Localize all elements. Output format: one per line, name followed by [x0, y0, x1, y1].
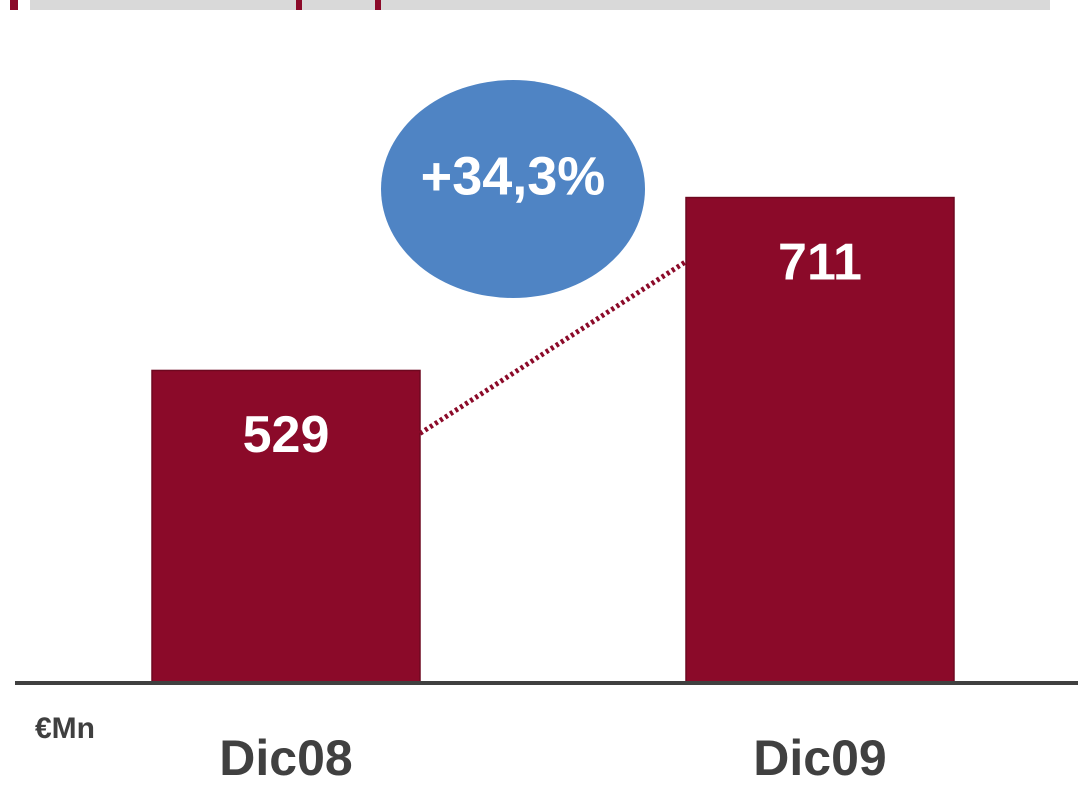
unit-label: €Mn: [35, 712, 95, 745]
header-mark: [296, 0, 302, 10]
growth-line: [418, 259, 688, 436]
bar: [685, 196, 955, 684]
header-strip: [30, 0, 1050, 10]
header-mark: [10, 0, 18, 10]
value-label: 711: [778, 233, 862, 291]
x-tick-label: Dic09: [753, 730, 886, 786]
annotation: +34,3%: [421, 146, 606, 206]
bar: [151, 369, 421, 684]
value-label: 529: [243, 406, 330, 464]
x-tick-label: Dic08: [219, 730, 352, 786]
header-mark: [375, 0, 381, 10]
annotation-bubble: [381, 80, 645, 298]
